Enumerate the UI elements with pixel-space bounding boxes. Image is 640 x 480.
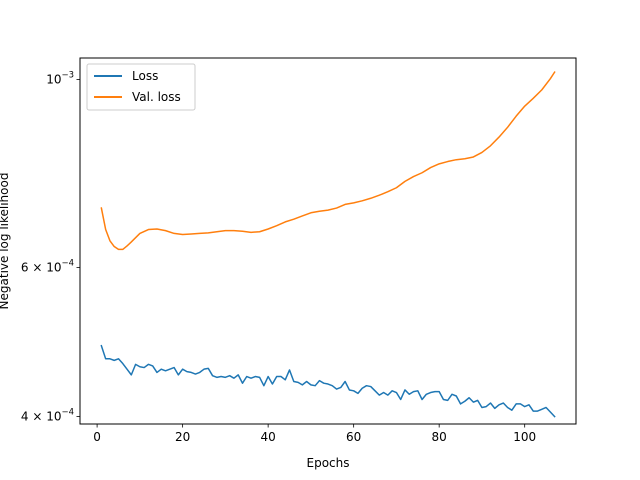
y-tick-label: 4 × 10−4 [21, 408, 74, 424]
legend: Loss Val. loss [86, 63, 196, 111]
series-line-loss [100, 344, 556, 418]
x-axis-ticks: 0 20 40 60 80 100 [93, 424, 536, 444]
y-tick-label: 6 × 10−4 [21, 258, 74, 274]
series-line-val-loss [100, 71, 556, 251]
x-tick-label: 100 [513, 430, 536, 444]
y-axis-label: Negative log likelihood [0, 173, 11, 310]
y-axis-ticks: 4 × 10−4 6 × 10−4 10−3 [21, 70, 80, 424]
legend-label-val-loss: Val. loss [132, 90, 181, 104]
x-tick-label: 20 [175, 430, 190, 444]
x-tick-label: 0 [93, 430, 101, 444]
x-tick-label: 80 [432, 430, 447, 444]
x-tick-label: 40 [260, 430, 275, 444]
series-layer [100, 71, 556, 418]
x-axis-label: Epochs [307, 456, 350, 470]
plot-frame [79, 57, 577, 425]
y-tick-label: 10−3 [46, 70, 74, 86]
legend-label-loss: Loss [132, 69, 158, 83]
x-tick-label: 60 [346, 430, 361, 444]
